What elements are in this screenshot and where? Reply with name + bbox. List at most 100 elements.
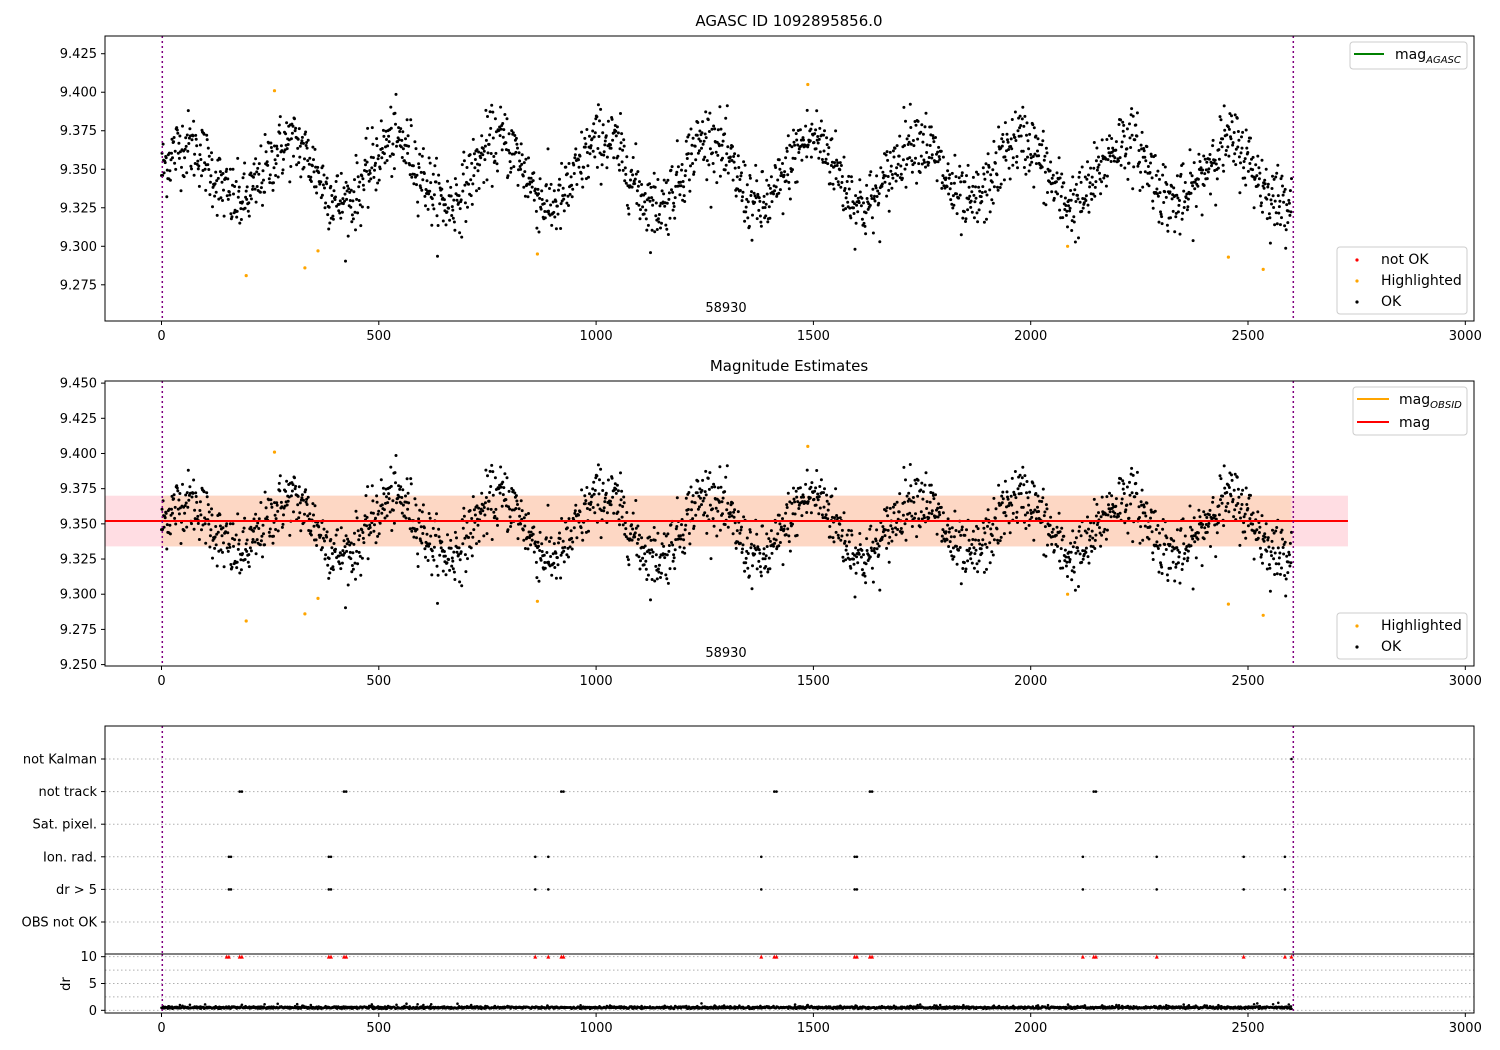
ok-point	[408, 173, 412, 177]
ok-point	[305, 503, 309, 506]
ok-point	[463, 183, 467, 187]
ok-point	[1143, 155, 1147, 159]
ok-point	[644, 567, 648, 571]
ok-point	[838, 168, 842, 172]
ok-point	[1178, 550, 1181, 554]
ok-point	[1206, 170, 1210, 174]
ok-point	[241, 530, 245, 534]
ok-point	[236, 547, 240, 551]
ok-point	[498, 125, 502, 129]
ok-point	[1202, 510, 1206, 514]
ok-point	[888, 535, 892, 539]
ok-point	[1255, 528, 1259, 532]
ok-point	[1270, 187, 1274, 190]
ok-point	[330, 552, 334, 556]
ok-point	[894, 526, 897, 530]
ok-point	[577, 165, 581, 169]
x-tick-label: 0	[157, 329, 165, 344]
ok-point	[785, 503, 789, 507]
ok-point	[374, 188, 378, 192]
ok-point	[987, 165, 991, 169]
ok-point	[1232, 488, 1236, 492]
ok-point	[480, 491, 484, 495]
ok-point	[671, 543, 675, 547]
ok-point	[675, 139, 679, 143]
ok-point	[1216, 166, 1220, 170]
ok-point	[1198, 515, 1202, 519]
ok-point	[1054, 190, 1058, 194]
ok-point	[1176, 548, 1180, 552]
ok-point	[637, 555, 641, 559]
ok-point	[1287, 198, 1291, 202]
ok-point	[678, 545, 682, 549]
ok-point	[394, 454, 398, 457]
ok-point	[402, 514, 406, 518]
ok-point	[591, 506, 595, 509]
ok-point	[701, 120, 705, 124]
ok-point	[666, 178, 670, 182]
ok-point	[653, 538, 657, 542]
ok-point	[967, 549, 971, 553]
ok-point	[549, 203, 553, 207]
ok-point	[591, 129, 595, 133]
ok-point	[1272, 557, 1276, 561]
ok-point	[1051, 173, 1055, 177]
ok-point	[1147, 537, 1151, 541]
ok-point	[579, 526, 583, 530]
ok-point	[1100, 138, 1104, 142]
ok-point	[618, 523, 621, 527]
ok-point	[1265, 567, 1269, 571]
ok-point	[701, 478, 705, 482]
ok-point	[486, 115, 489, 118]
ok-point	[206, 163, 210, 167]
ok-point	[560, 161, 564, 165]
ok-point	[572, 172, 576, 175]
ok-point	[672, 553, 676, 557]
ok-point	[414, 147, 418, 151]
ok-point	[432, 558, 436, 562]
ok-point	[378, 521, 382, 525]
ok-point	[490, 184, 494, 188]
ok-point	[588, 508, 592, 512]
ok-point	[1260, 201, 1263, 205]
ok-point	[554, 227, 558, 231]
ok-point	[499, 127, 503, 131]
ok-point	[745, 549, 749, 553]
ok-point	[297, 161, 301, 165]
ok-point	[416, 565, 420, 568]
ok-point	[992, 185, 996, 189]
ok-point	[299, 175, 303, 179]
ok-point	[177, 498, 181, 502]
ok-point	[344, 259, 347, 263]
ok-point	[1108, 154, 1112, 158]
ok-point	[927, 516, 931, 520]
ok-point	[554, 551, 558, 555]
ok-point	[1032, 185, 1036, 189]
ok-point	[1278, 223, 1282, 227]
ok-point	[553, 215, 557, 219]
ok-point	[767, 205, 771, 209]
ok-point	[1190, 528, 1194, 532]
ok-point	[1240, 503, 1244, 506]
ok-point	[714, 150, 718, 154]
ok-point	[193, 152, 197, 156]
ok-point	[907, 497, 911, 501]
ok-point	[764, 565, 768, 568]
x-tick-label: 500	[366, 329, 391, 344]
ok-point	[1023, 474, 1027, 478]
ok-point	[168, 532, 172, 536]
ok-point	[430, 573, 434, 577]
ok-point	[1135, 134, 1139, 138]
ok-point	[1031, 123, 1035, 127]
ok-point	[1090, 549, 1094, 553]
ok-point	[466, 205, 469, 209]
ok-point	[1201, 168, 1205, 172]
y-tick-label: 9.400	[60, 86, 97, 101]
ok-point	[1183, 200, 1187, 204]
ok-point	[719, 127, 723, 131]
ok-point	[963, 180, 967, 184]
ok-point	[516, 537, 520, 541]
ok-point	[1139, 525, 1143, 529]
ok-point	[572, 163, 576, 167]
highlighted-point	[316, 249, 320, 253]
